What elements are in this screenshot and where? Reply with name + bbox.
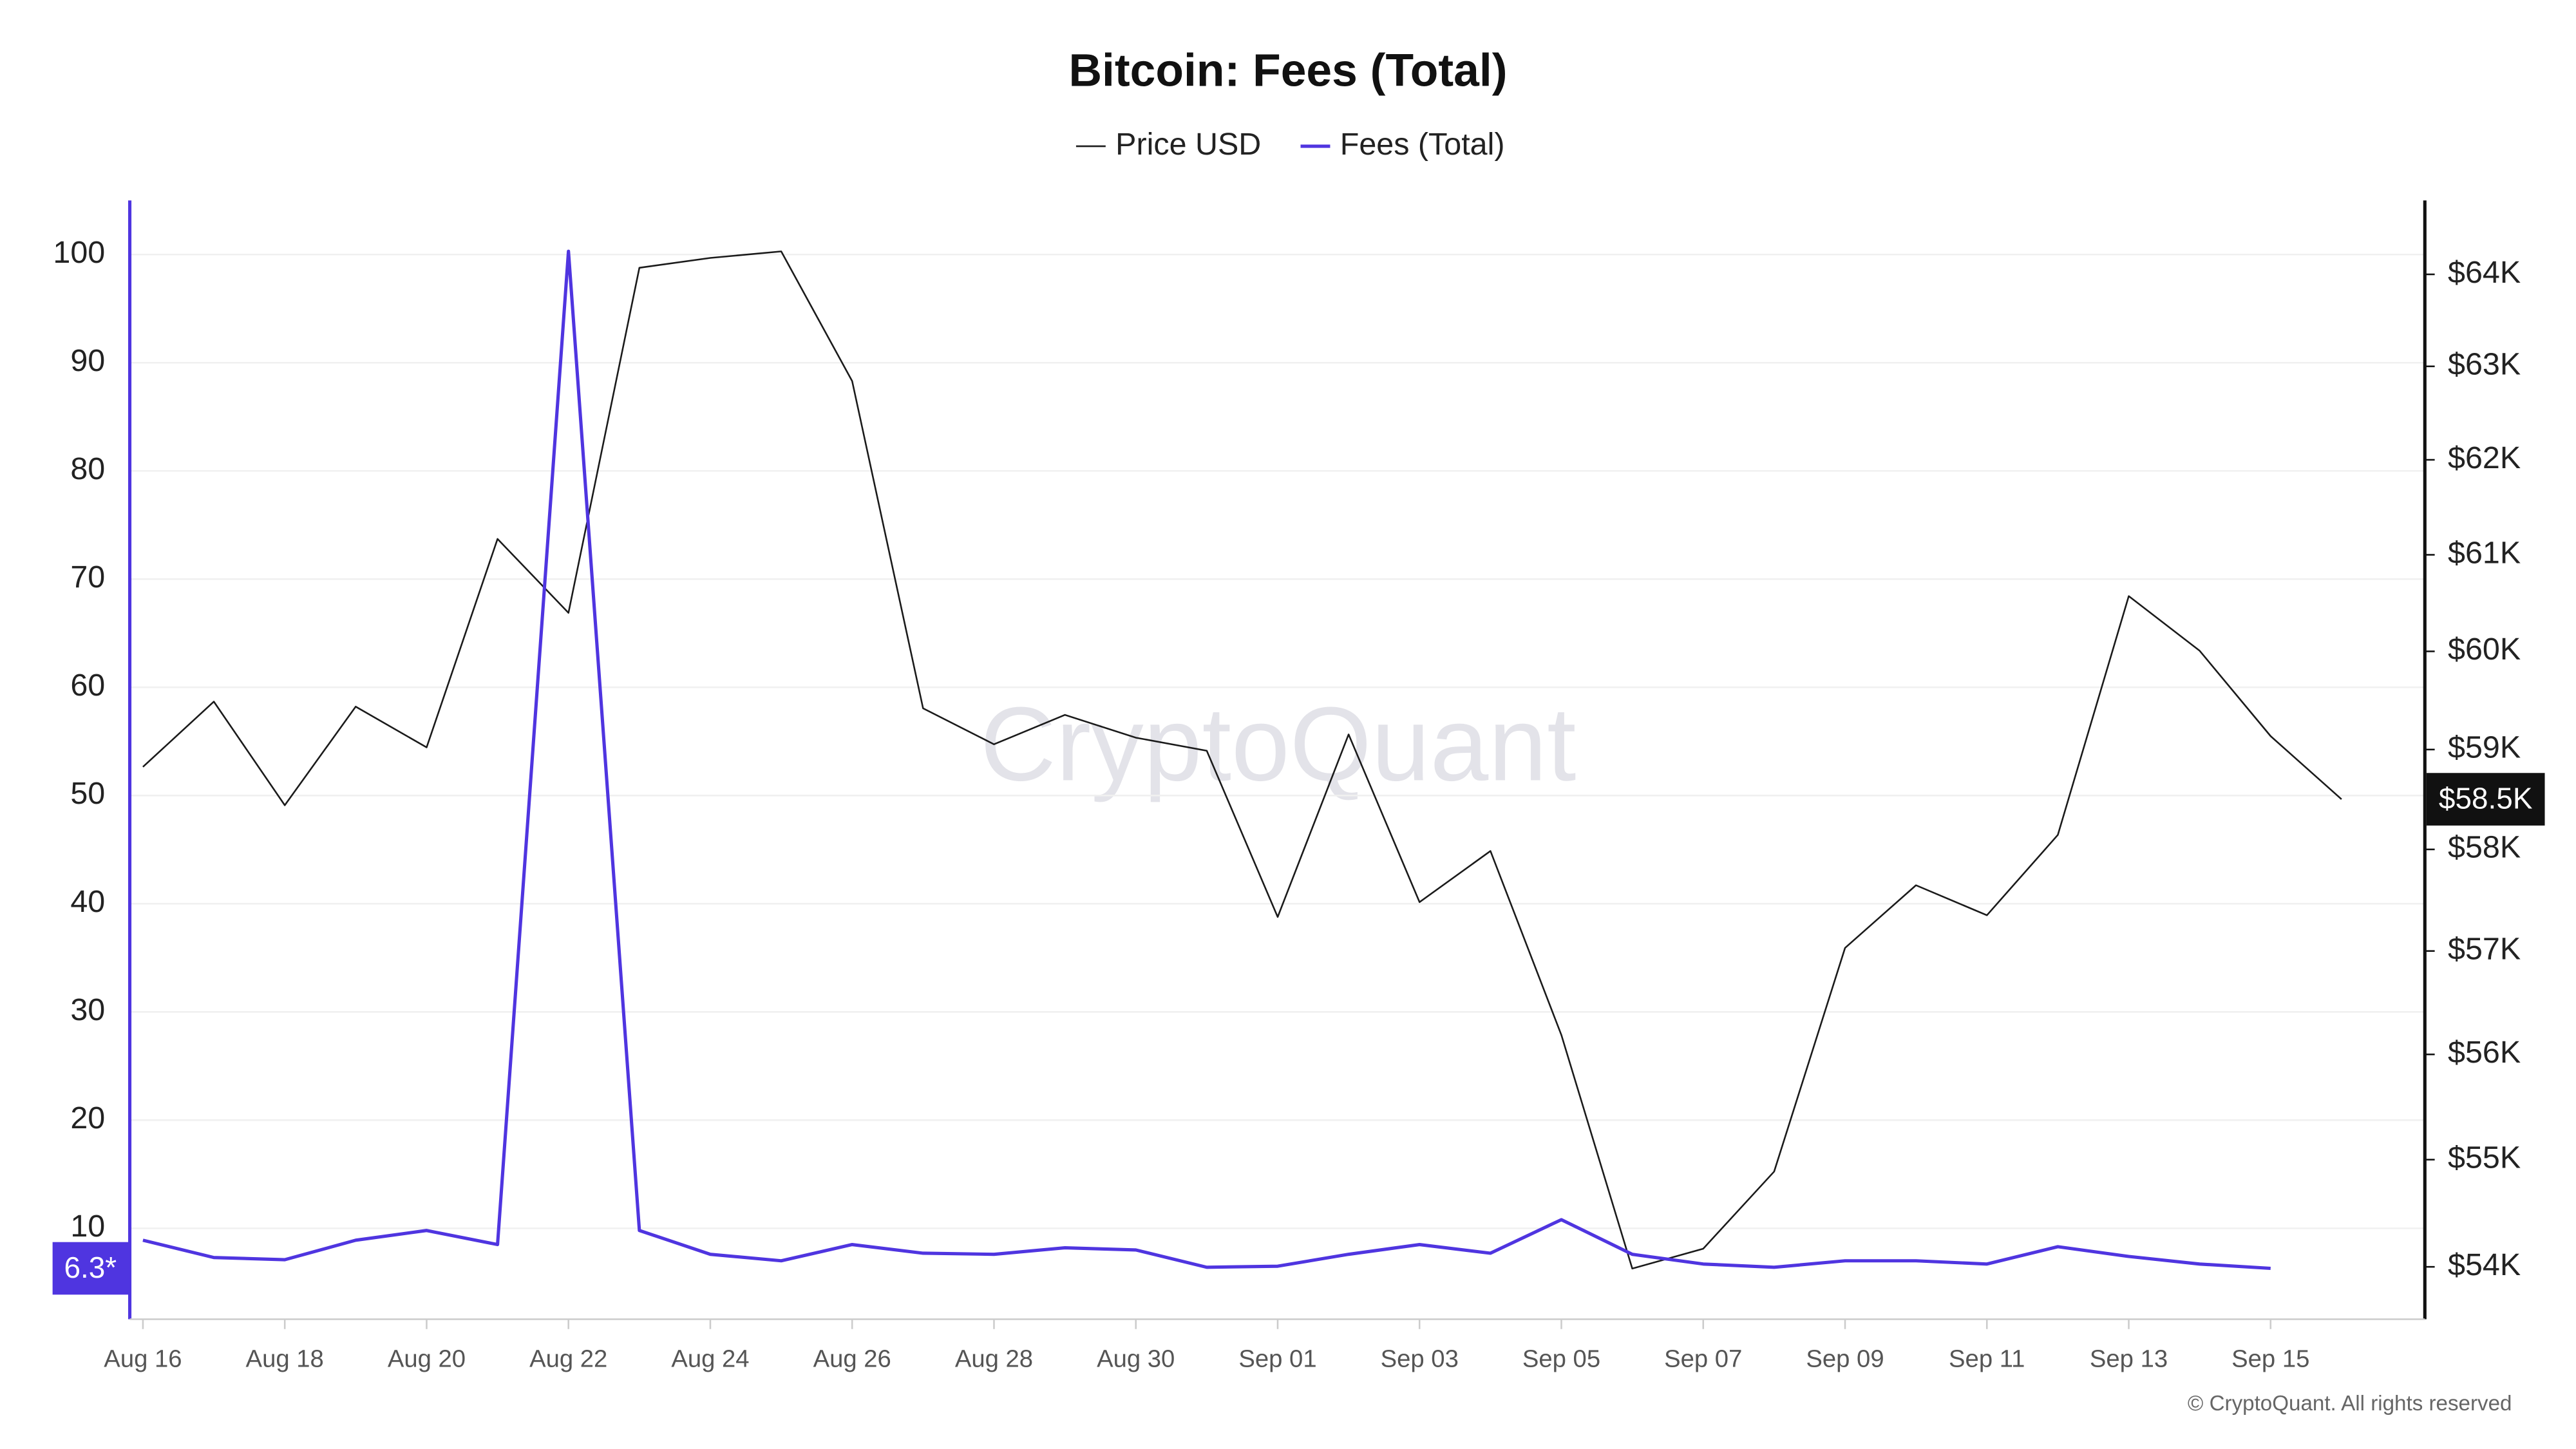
x-tick-label: Aug 28 — [955, 1345, 1033, 1372]
x-tick-label: Aug 30 — [1097, 1345, 1175, 1372]
x-tick-label: Aug 24 — [671, 1345, 749, 1372]
y2-tick-label: $55K — [2448, 1140, 2521, 1175]
y2-tick-label: $62K — [2448, 440, 2521, 475]
x-tick-label: Aug 22 — [529, 1345, 607, 1372]
y-tick-label: 60 — [70, 668, 105, 703]
legend: Price USD Fees (Total) — [1075, 127, 1505, 162]
y-tick-label: 90 — [70, 343, 105, 378]
legend-label: Fees (Total) — [1340, 127, 1505, 162]
x-tick-label: Sep 11 — [1949, 1345, 2025, 1372]
x-tick-label: Aug 16 — [104, 1345, 182, 1372]
y-tick-label: 30 — [70, 992, 105, 1027]
y2-tick-label: $58K — [2448, 830, 2521, 865]
x-tick-label: Aug 26 — [813, 1345, 891, 1372]
x-tick-label: Sep 13 — [2090, 1345, 2168, 1372]
y-tick-label: 40 — [70, 884, 105, 919]
copyright: © CryptoQuant. All rights reserved — [2188, 1392, 2512, 1416]
y2-tick-label: $61K — [2448, 535, 2521, 570]
x-tick-label: Aug 18 — [246, 1345, 324, 1372]
y-tick-label: 100 — [53, 235, 105, 270]
y-tick-label: 50 — [70, 776, 105, 811]
y2-tick-label: $56K — [2448, 1035, 2521, 1070]
y-tick-label: 80 — [70, 451, 105, 486]
y2-tick-label: $60K — [2448, 632, 2521, 667]
legend-label: Price USD — [1115, 127, 1261, 162]
y2-tick-label: $64K — [2448, 255, 2521, 290]
x-tick-label: Sep 05 — [1522, 1345, 1600, 1372]
x-tick-label: Sep 15 — [2231, 1345, 2309, 1372]
series-line — [142, 249, 2271, 1271]
x-tick-label: Aug 20 — [388, 1345, 466, 1372]
y-tick-label: 10 — [70, 1209, 105, 1244]
x-tick-label: Sep 03 — [1381, 1345, 1459, 1372]
y2-tick-label: $57K — [2448, 931, 2521, 966]
x-tick-label: Sep 01 — [1238, 1345, 1316, 1372]
y2-tick-label: $63K — [2448, 347, 2521, 382]
x-tick-label: Sep 09 — [1806, 1345, 1884, 1372]
y2-tick-label: $59K — [2448, 730, 2521, 765]
series-line — [142, 251, 2342, 1270]
chart-title: Bitcoin: Fees (Total) — [1068, 45, 1507, 97]
current-value-badge — [52, 1242, 130, 1295]
x-tick-label: Sep 07 — [1664, 1345, 1742, 1372]
current-value-badge — [2426, 773, 2545, 826]
y-tick-label: 70 — [70, 560, 105, 594]
y2-tick-label: $54K — [2448, 1247, 2521, 1282]
y-tick-label: 20 — [70, 1101, 105, 1135]
watermark: CryptoQuant — [980, 685, 1577, 802]
current-value-label: 6.3* — [64, 1251, 117, 1284]
current-value-label: $58.5K — [2439, 782, 2533, 815]
